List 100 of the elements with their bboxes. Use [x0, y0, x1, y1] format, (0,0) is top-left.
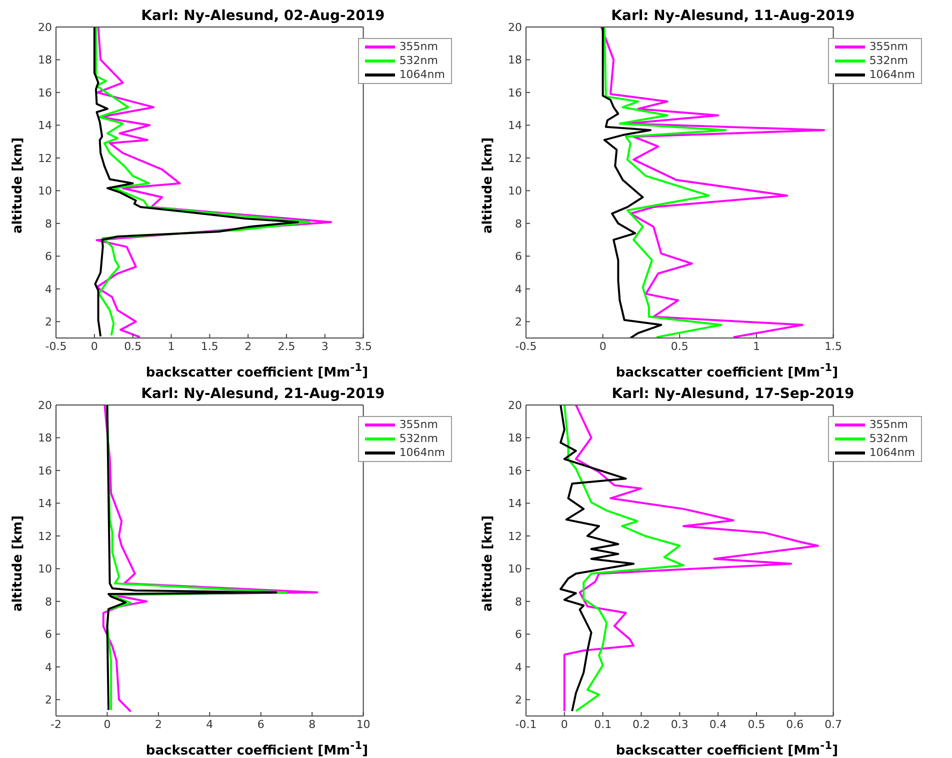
x-tick-label: 1 — [752, 340, 760, 353]
y-tick-label: 12 — [38, 530, 52, 543]
x-tick-label: 0.3 — [670, 718, 688, 731]
y-tick-label: 18 — [38, 54, 52, 67]
y-tick-label: 2 — [515, 316, 522, 329]
y-tick-label: 8 — [45, 595, 52, 608]
legend-label: 355nm — [399, 40, 438, 54]
x-tick-label: 0 — [599, 340, 606, 353]
x-tick-label: 0 — [104, 718, 111, 731]
y-axis-title: altitude [km] — [10, 515, 26, 612]
y-tick-label: 8 — [515, 217, 522, 230]
chart-title: Karl: Ny-Alesund, 11-Aug-2019 — [610, 8, 856, 24]
y-tick-label: 20 — [508, 398, 522, 412]
x-tick-label: 0.5 — [748, 718, 766, 731]
line-series — [563, 405, 684, 712]
y-axis-title: altitude [km] — [10, 137, 26, 234]
y-tick-label: 16 — [38, 464, 52, 478]
x-tick-label: 0.5 — [670, 340, 688, 353]
chart-title: Karl: Ny-Alesund, 02-Aug-2019 — [140, 8, 386, 24]
legend-label: 355nm — [869, 418, 908, 432]
legend-label: 1064nm — [869, 446, 915, 460]
x-tick-label: 3.5 — [354, 340, 372, 353]
y-tick-label: 8 — [45, 217, 52, 230]
x-tick-label: 2 — [154, 718, 162, 731]
y-tick-label: 12 — [38, 152, 52, 165]
chart-title: Karl: Ny-Alesund, 21-Aug-2019 — [140, 386, 386, 402]
y-tick-label: 2 — [45, 316, 52, 329]
x-axis-title: backscatter coefficient [Mm$^{-1}$] — [614, 738, 840, 758]
y-tick-label: 10 — [508, 184, 522, 198]
x-tick-label: 4 — [206, 718, 214, 731]
x-tick-label: 0.5 — [124, 340, 142, 353]
line-series — [600, 27, 826, 338]
y-tick-label: 8 — [515, 595, 522, 608]
y-tick-label: 16 — [508, 464, 522, 478]
x-tick-label: 3 — [321, 340, 328, 353]
y-tick-label: 14 — [508, 119, 522, 132]
y-tick-label: 6 — [515, 628, 522, 642]
y-tick-label: 12 — [508, 530, 522, 543]
x-tick-label: -0.5 — [515, 340, 537, 353]
x-tick-label: 0.4 — [709, 718, 727, 731]
y-tick-label: 16 — [508, 86, 522, 100]
x-tick-label: 6 — [257, 718, 264, 731]
chart-title: Karl: Ny-Alesund, 17-Sep-2019 — [610, 386, 856, 402]
y-tick-label: 18 — [508, 432, 522, 445]
x-tick-label: 0 — [560, 718, 568, 731]
y-tick-label: 14 — [508, 497, 522, 510]
x-tick-label: 8 — [308, 718, 316, 731]
x-tick-label: 0.2 — [632, 718, 650, 731]
legend-label: 532nm — [869, 432, 908, 446]
x-tick-label: 2.5 — [278, 340, 296, 353]
y-tick-label: 4 — [515, 282, 522, 296]
x-tick-label: -2 — [50, 718, 62, 731]
y-tick-label: 4 — [515, 660, 522, 674]
x-tick-label: -0.1 — [515, 718, 537, 731]
x-tick-label: 1.5 — [824, 340, 842, 353]
y-tick-label: 20 — [38, 20, 52, 34]
y-tick-label: 14 — [38, 119, 52, 132]
legend-label: 532nm — [399, 54, 438, 68]
x-axis-title: backscatter coefficient [Mm$^{-1}$] — [144, 360, 370, 380]
y-tick-label: 6 — [45, 628, 52, 642]
legend-label: 532nm — [399, 432, 438, 446]
y-tick-label: 12 — [508, 152, 522, 165]
line-series — [603, 27, 727, 338]
x-tick-label: 1 — [168, 340, 175, 353]
legend-label: 355nm — [869, 40, 908, 54]
y-axis-title: altitude [km] — [480, 515, 496, 612]
x-tick-label: 0.6 — [786, 718, 804, 731]
x-tick-label: 0 — [90, 340, 98, 353]
y-tick-label: 4 — [45, 282, 52, 296]
y-tick-label: 18 — [38, 432, 52, 445]
x-tick-label: 10 — [356, 718, 370, 731]
x-tick-label: 0.7 — [824, 718, 842, 731]
y-tick-label: 6 — [515, 250, 522, 264]
legend-label: 532nm — [869, 54, 908, 68]
line-series — [563, 405, 819, 712]
y-tick-label: 10 — [508, 562, 522, 576]
y-tick-label: 20 — [508, 20, 522, 34]
line-series — [602, 27, 662, 338]
y-tick-label: 18 — [508, 54, 522, 67]
legend-label: 355nm — [399, 418, 438, 432]
y-axis-title: altitude [km] — [480, 137, 496, 234]
y-tick-label: 14 — [38, 497, 52, 510]
y-tick-label: 4 — [45, 660, 52, 674]
y-tick-label: 2 — [45, 694, 52, 707]
legend-label: 1064nm — [399, 68, 445, 82]
x-axis-title: backscatter coefficient [Mm$^{-1}$] — [144, 738, 370, 758]
y-tick-label: 10 — [38, 184, 52, 198]
x-tick-label: 1.5 — [200, 340, 218, 353]
x-tick-label: 0.1 — [594, 718, 612, 731]
y-tick-label: 2 — [515, 694, 522, 707]
x-axis-title: backscatter coefficient [Mm$^{-1}$] — [614, 360, 840, 380]
x-tick-label: 2 — [244, 340, 252, 353]
x-tick-label: -0.5 — [45, 340, 67, 353]
legend-label: 1064nm — [869, 68, 915, 82]
y-tick-label: 10 — [38, 562, 52, 576]
legend-label: 1064nm — [399, 446, 445, 460]
y-tick-label: 6 — [45, 250, 52, 264]
line-series — [560, 405, 635, 712]
y-tick-label: 16 — [38, 86, 52, 100]
y-tick-label: 20 — [38, 398, 52, 412]
